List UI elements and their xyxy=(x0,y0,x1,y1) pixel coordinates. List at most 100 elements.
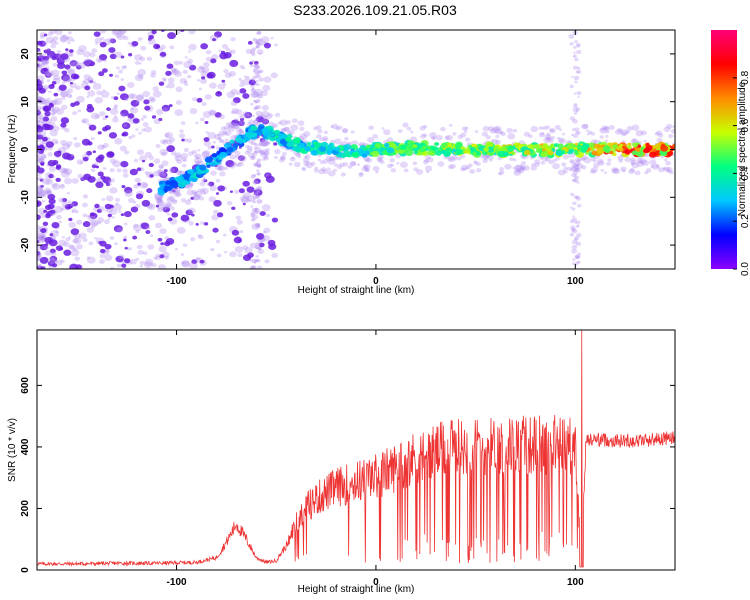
spectrogram-point xyxy=(136,93,144,101)
spectrogram-point xyxy=(82,221,91,228)
spectrogram-point xyxy=(251,87,255,91)
spectrogram-point xyxy=(573,175,577,178)
spectrogram-point xyxy=(573,160,581,167)
spectrogram-point xyxy=(248,79,256,86)
spectrogram-point xyxy=(82,213,88,218)
spectrogram-point xyxy=(118,210,122,213)
spectrogram-point xyxy=(361,153,368,158)
spectrogram-point xyxy=(465,137,471,142)
spectrogram-point xyxy=(191,149,198,155)
spectrogram-point xyxy=(218,167,222,170)
spectrogram-point xyxy=(357,143,362,147)
spectrogram-point xyxy=(229,251,237,258)
spectrogram-point xyxy=(557,169,566,176)
spectrogram-point xyxy=(224,72,232,78)
spectrogram-point xyxy=(410,130,414,134)
spectrogram-point xyxy=(50,251,57,257)
spectrogram-point xyxy=(375,170,379,174)
spectrogram-point xyxy=(158,245,167,253)
colorbar: 0.00.20.40.60.8 Normalized spectral ampl… xyxy=(711,30,750,276)
spectrogram-point xyxy=(219,130,225,136)
spectrogram-point xyxy=(173,189,181,195)
spectrogram-point xyxy=(590,167,598,173)
spectrogram-point xyxy=(255,195,260,199)
spectrogram-point xyxy=(606,161,612,166)
spectrogram-point xyxy=(197,66,206,73)
spectrogram-point xyxy=(205,156,214,163)
snr-x-axis-label: Height of straight line (km) xyxy=(298,584,415,595)
spectrogram-point xyxy=(278,158,285,163)
spectrogram-point xyxy=(334,138,342,145)
spectrogram-point xyxy=(244,111,253,119)
snr-series-line xyxy=(36,329,676,568)
spectrogram-point xyxy=(350,130,355,134)
spectrogram-point xyxy=(60,139,68,146)
spectrogram-point xyxy=(149,234,154,237)
spectrogram-point xyxy=(182,69,189,74)
spectrogram-point xyxy=(232,161,237,166)
spectrogram-point xyxy=(328,156,335,162)
spectrogram-point xyxy=(531,162,536,167)
spectrogram-point xyxy=(44,72,50,76)
spectrogram-point xyxy=(198,196,205,201)
spectrogram-point xyxy=(163,138,169,143)
spectrogram-point xyxy=(604,126,610,131)
spectrogram-point xyxy=(199,65,204,70)
spectrogram-point xyxy=(440,126,446,132)
spectrogram-point xyxy=(251,47,257,52)
spectrogram-point xyxy=(157,169,165,176)
spectrogram-point xyxy=(51,69,60,77)
spectrogram-point xyxy=(144,151,152,158)
spectrogram-point xyxy=(83,78,90,84)
spectrogram-point xyxy=(559,138,564,143)
spectrogram-point xyxy=(277,121,282,125)
spectrogram-point xyxy=(573,45,577,49)
spectrogram-point xyxy=(155,196,163,203)
spectrogram-point xyxy=(237,120,245,127)
spectrogram-point xyxy=(87,76,94,82)
spectrogram-point xyxy=(44,187,52,194)
spectrogram-point xyxy=(61,198,68,203)
spectrogram-point xyxy=(582,123,589,129)
spectrogram-point xyxy=(176,170,183,176)
spectrogram-point xyxy=(636,160,645,167)
spectrogram-point xyxy=(41,199,46,203)
spectrogram-point xyxy=(313,126,319,131)
spectrogram-point xyxy=(598,160,605,166)
spectrogram-point xyxy=(574,167,581,173)
spectrogram-point xyxy=(188,30,196,35)
spectrogram-point xyxy=(164,255,170,260)
spectrogram-point xyxy=(542,126,547,130)
spectrogram-point xyxy=(97,221,102,225)
spectrogram-point xyxy=(81,138,91,146)
spectrogram-point xyxy=(66,36,74,42)
spectrogram-point xyxy=(90,225,95,229)
spectrogram-point xyxy=(562,169,568,174)
spectrogram-point xyxy=(92,82,102,90)
spectrogram-point xyxy=(252,200,256,204)
spectrogram-point xyxy=(200,221,205,225)
spectrogram-point xyxy=(143,99,150,105)
spectrogram-point xyxy=(634,170,641,176)
spectrogram-point xyxy=(229,139,235,144)
spectrogram-point xyxy=(120,109,129,117)
spectrogram-point xyxy=(247,252,254,258)
spectrogram-point xyxy=(341,128,349,134)
spectrogram-point xyxy=(167,77,175,83)
spectrogram-point xyxy=(42,105,52,113)
spectrogram-point xyxy=(179,170,183,174)
spectrogram-point xyxy=(251,223,260,230)
spectrogram-point xyxy=(561,162,567,167)
spectrogram-point xyxy=(73,136,78,141)
x-tick-label: -100 xyxy=(167,276,187,287)
spectrogram-point xyxy=(230,37,236,42)
spectrogram-point xyxy=(135,128,139,131)
spectrogram-point xyxy=(256,172,261,176)
spectrogram-point xyxy=(572,258,576,261)
spectrogram-point xyxy=(572,55,576,58)
spectrogram-point xyxy=(576,49,582,55)
spectrogram-point xyxy=(435,134,443,141)
spectrogram-point xyxy=(333,168,338,172)
spectrogram-point xyxy=(124,97,129,101)
spectrogram-point xyxy=(104,248,110,253)
